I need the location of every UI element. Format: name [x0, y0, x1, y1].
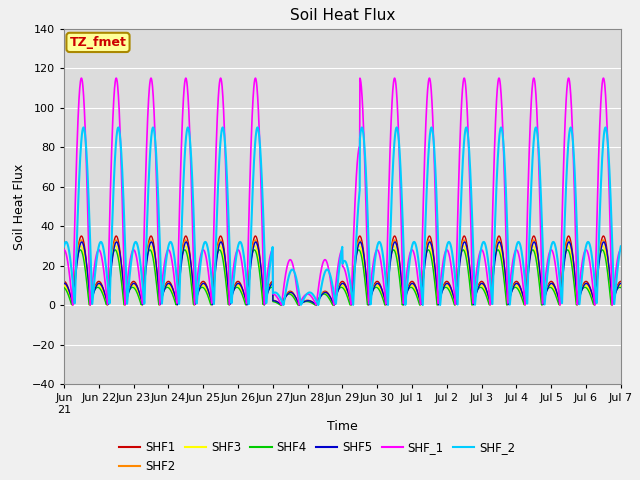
SHF5 — [609, 299, 617, 305]
SHF1 — [60, 278, 68, 284]
SHF5 — [511, 282, 518, 288]
Line: SHF_1: SHF_1 — [64, 78, 621, 305]
SHF2 — [356, 237, 364, 243]
SHF_2 — [376, 239, 383, 245]
SHF_1 — [376, 254, 384, 260]
SHF4 — [60, 285, 68, 290]
SHF1 — [510, 280, 518, 286]
SHF2 — [542, 289, 550, 295]
SHF4 — [433, 302, 441, 308]
Line: SHF_2: SHF_2 — [64, 128, 621, 305]
SHF_1 — [617, 247, 625, 252]
SHF3 — [236, 285, 244, 291]
SHF2 — [60, 280, 68, 286]
SHF4 — [376, 288, 383, 294]
SHF4 — [424, 247, 432, 252]
Text: TZ_fmet: TZ_fmet — [70, 36, 127, 49]
SHF_1 — [60, 247, 68, 252]
Line: SHF2: SHF2 — [64, 240, 621, 305]
SHF_2 — [116, 130, 124, 135]
SHF3 — [116, 260, 124, 266]
SHF_1 — [591, 302, 598, 308]
SHF1 — [77, 233, 85, 239]
SHF_2 — [609, 274, 617, 280]
Line: SHF4: SHF4 — [64, 250, 621, 305]
SHF5 — [542, 291, 550, 297]
SHF_1 — [510, 252, 518, 257]
Line: SHF3: SHF3 — [64, 246, 621, 305]
SHF5 — [376, 283, 384, 289]
Legend: SHF1, SHF2, SHF3, SHF4, SHF5, SHF_1, SHF_2: SHF1, SHF2, SHF3, SHF4, SHF5, SHF_1, SHF… — [115, 436, 520, 478]
SHF4 — [511, 285, 518, 290]
Title: Soil Heat Flux: Soil Heat Flux — [290, 9, 395, 24]
SHF1 — [542, 289, 550, 295]
SHF2 — [236, 282, 244, 288]
SHF2 — [511, 281, 518, 287]
SHF4 — [116, 264, 124, 270]
SHF_2 — [428, 125, 435, 131]
SHF2 — [617, 280, 625, 286]
SHF2 — [116, 252, 124, 257]
SHF3 — [511, 283, 518, 289]
SHF5 — [313, 302, 321, 308]
SHF3 — [609, 296, 617, 301]
SHF4 — [236, 287, 244, 292]
SHF3 — [60, 283, 68, 288]
SHF3 — [111, 243, 119, 249]
SHF4 — [609, 295, 617, 301]
SHF3 — [542, 289, 550, 295]
SHF5 — [356, 239, 364, 245]
SHF2 — [376, 285, 384, 290]
SHF2 — [609, 296, 617, 302]
SHF5 — [617, 280, 625, 286]
SHF_1 — [236, 251, 244, 256]
SHF_1 — [116, 123, 124, 129]
SHF1 — [376, 281, 384, 287]
SHF_2 — [419, 302, 427, 308]
SHF1 — [617, 278, 625, 284]
SHF4 — [542, 289, 550, 295]
SHF1 — [609, 297, 617, 303]
SHF_1 — [609, 290, 617, 296]
Line: SHF5: SHF5 — [64, 242, 621, 305]
SHF2 — [312, 302, 320, 308]
SHF_2 — [60, 243, 68, 249]
SHF1 — [236, 280, 244, 286]
Y-axis label: Soil Heat Flux: Soil Heat Flux — [13, 163, 26, 250]
Line: SHF1: SHF1 — [64, 236, 621, 305]
SHF3 — [120, 302, 128, 308]
SHF3 — [617, 283, 625, 288]
SHF_2 — [617, 243, 625, 249]
SHF5 — [60, 280, 68, 286]
SHF_1 — [542, 273, 550, 278]
SHF5 — [116, 249, 124, 254]
SHF1 — [608, 302, 616, 308]
SHF_2 — [236, 239, 244, 245]
SHF_1 — [77, 75, 85, 81]
SHF1 — [116, 248, 124, 253]
X-axis label: Time: Time — [327, 420, 358, 433]
SHF_2 — [511, 255, 518, 261]
SHF3 — [376, 287, 384, 292]
SHF5 — [236, 281, 244, 287]
SHF4 — [617, 285, 625, 290]
SHF_2 — [542, 288, 550, 294]
